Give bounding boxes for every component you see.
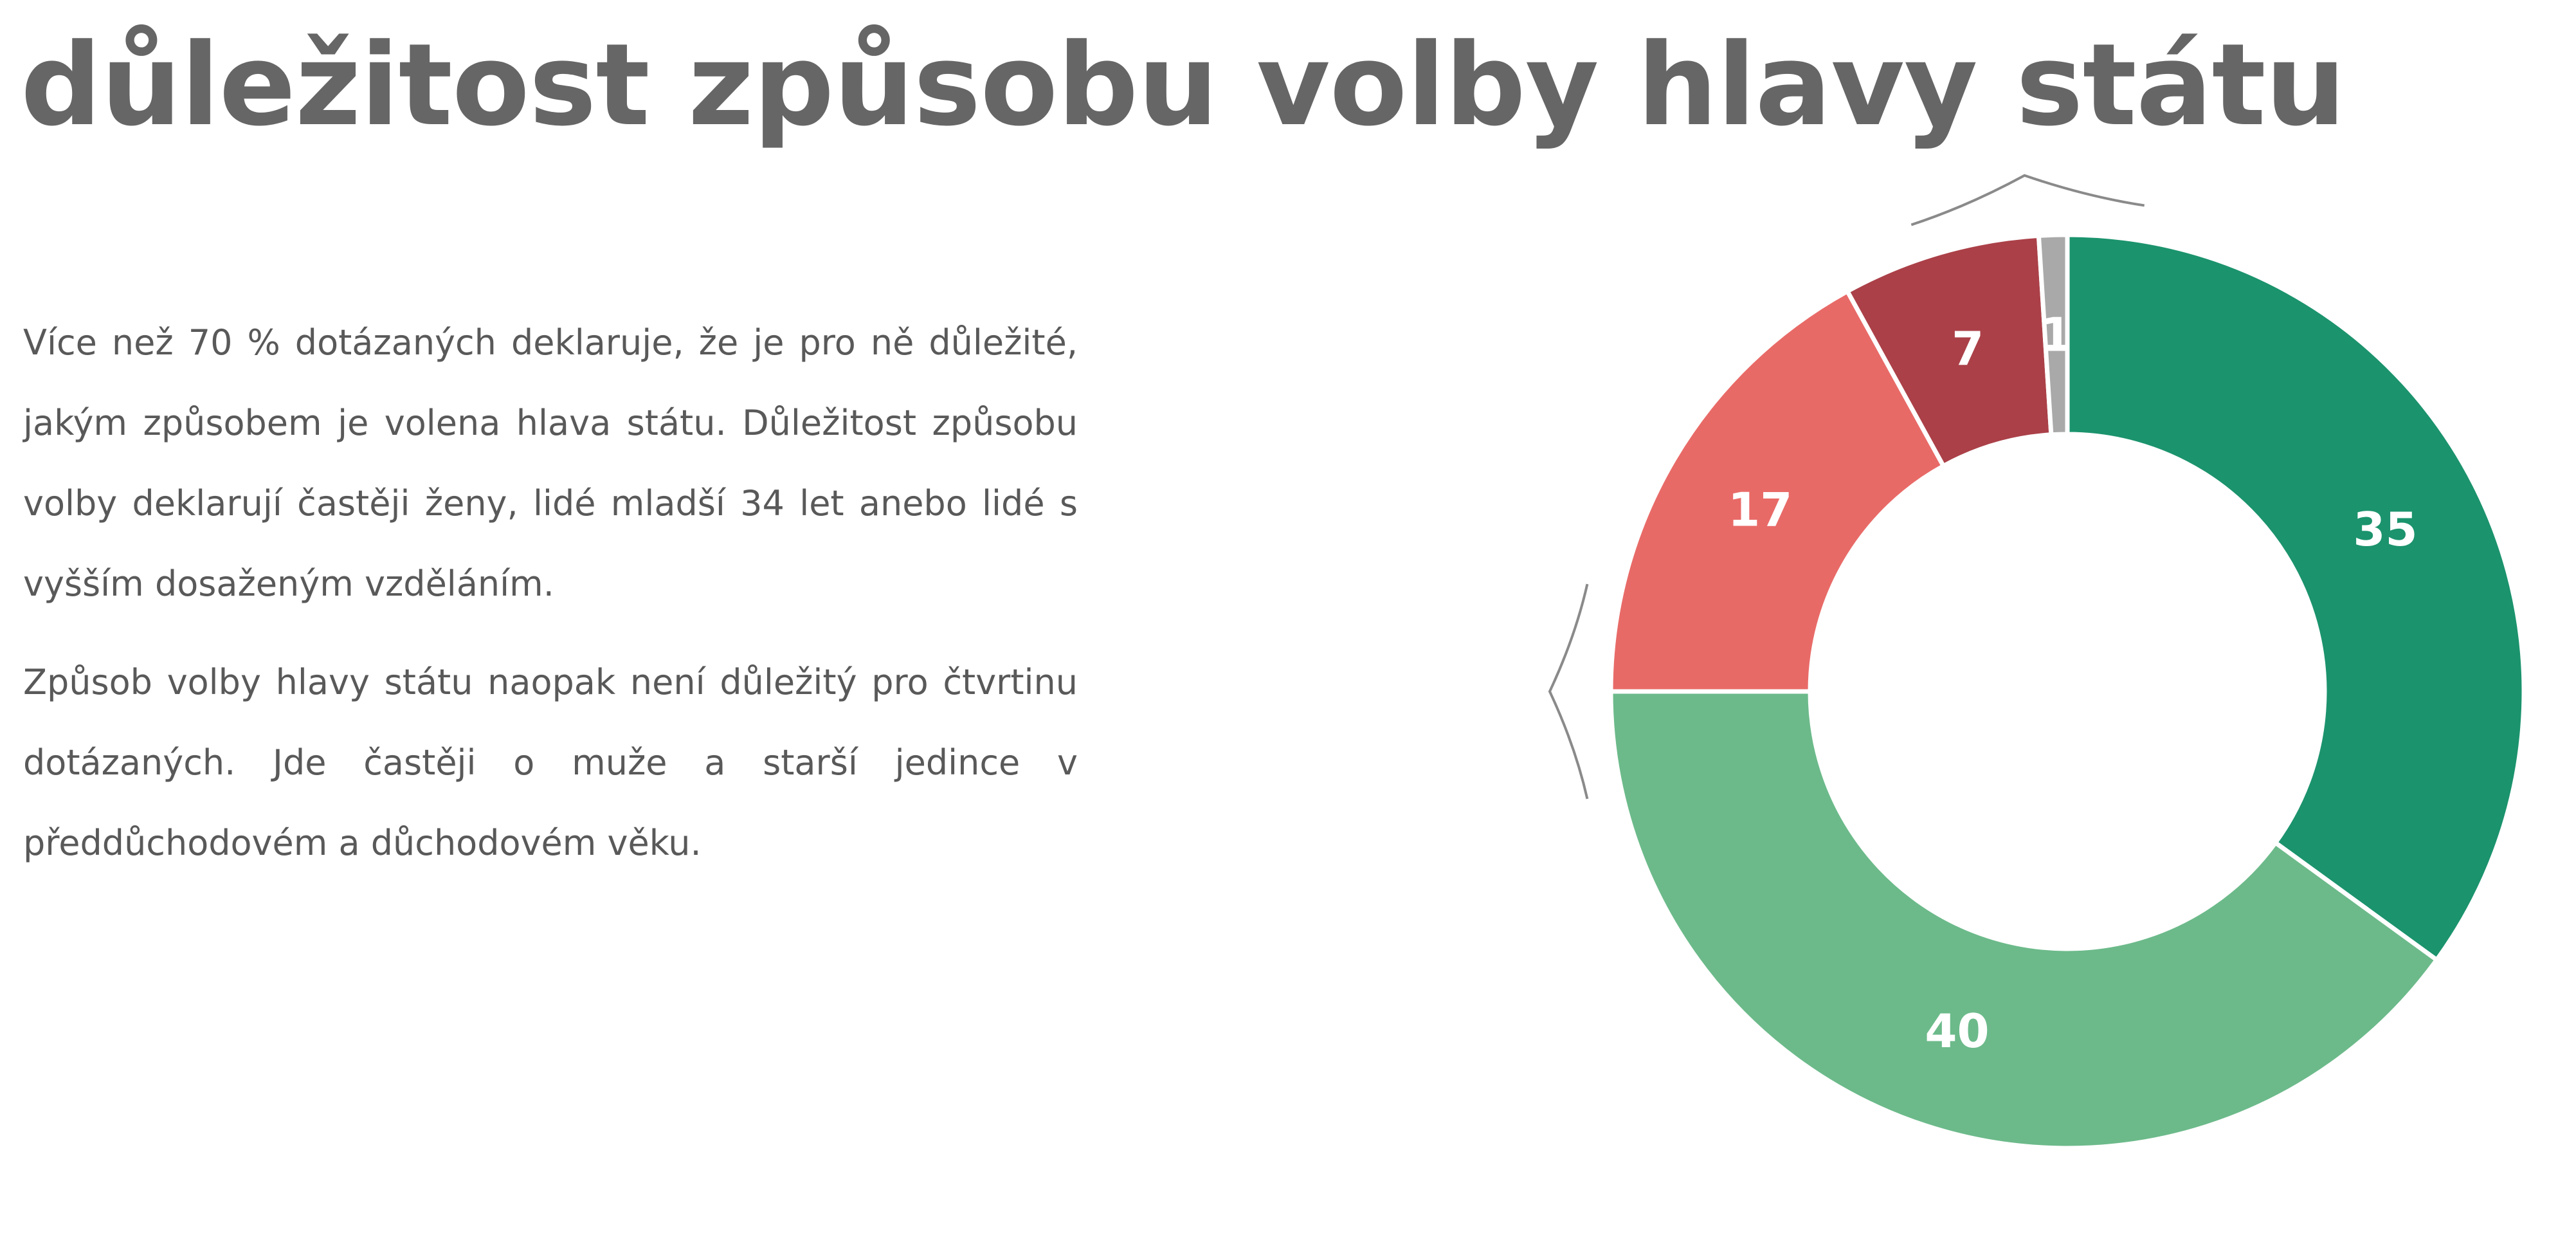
data-label-40: 40 — [1925, 1004, 1989, 1058]
data-label-1: 1 — [2040, 307, 2073, 361]
data-label-35: 35 — [2353, 502, 2417, 556]
page-title: důležitost způsobu volby hlavy státu — [21, 19, 2346, 151]
donut-slice-35 — [2065, 232, 2526, 964]
paragraph-importance: Více než 70 % dotázaných deklaruje, že j… — [23, 322, 1078, 604]
donut-slice-1 — [2036, 232, 2070, 437]
donut-slice-17 — [1608, 288, 1947, 694]
group-brace-0 — [1548, 583, 1589, 800]
description-text: Více než 70 % dotázaných deklaruje, že j… — [23, 302, 1078, 901]
group-label-0: 75 % — [1530, 672, 1531, 711]
group-brace-1 — [1910, 174, 2145, 226]
donut-slice-40 — [1608, 689, 2440, 1151]
paragraph-unimportance: Způsob volby hlavy státu naopak není důl… — [23, 662, 1078, 863]
data-label-17: 17 — [1728, 482, 1792, 536]
data-label-7: 7 — [1952, 322, 1984, 376]
